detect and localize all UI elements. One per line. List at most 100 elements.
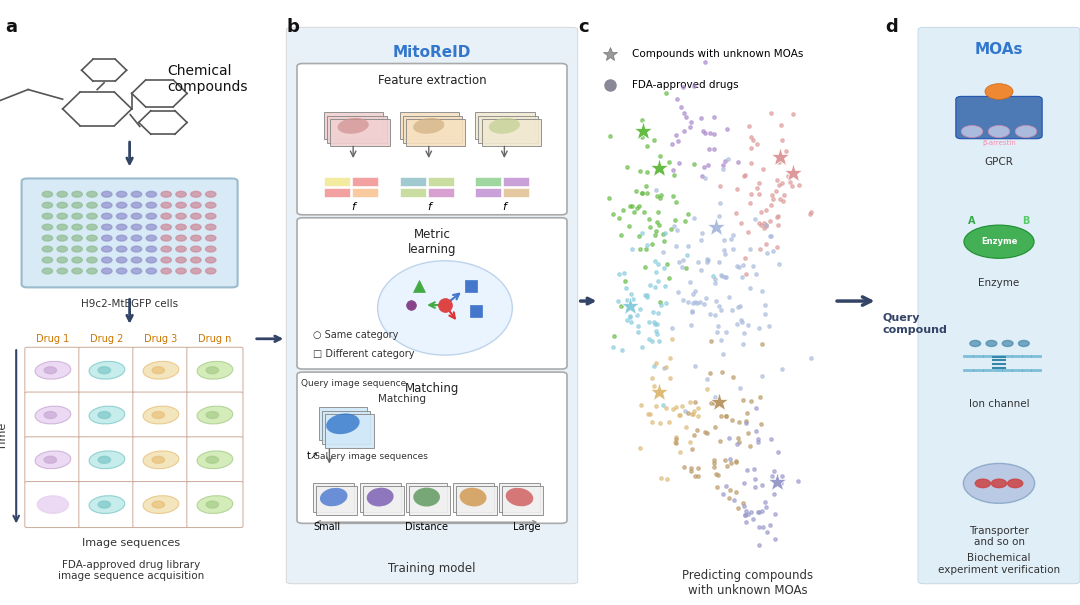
- Circle shape: [975, 479, 990, 488]
- Text: Transporter
and so on: Transporter and so on: [969, 526, 1029, 548]
- Ellipse shape: [89, 451, 125, 469]
- Text: Drug 1: Drug 1: [37, 334, 69, 344]
- Point: [657, 362, 674, 372]
- Point: [716, 157, 733, 166]
- Point: [649, 309, 666, 318]
- Circle shape: [86, 202, 97, 208]
- Point: [625, 208, 643, 217]
- Point: [762, 200, 780, 210]
- Point: [721, 454, 739, 463]
- Circle shape: [98, 411, 110, 419]
- Point: [651, 418, 669, 428]
- Text: GPCR: GPCR: [985, 157, 1013, 167]
- Point: [656, 237, 673, 246]
- Point: [656, 263, 673, 273]
- Point: [662, 224, 679, 234]
- Point: [705, 398, 723, 408]
- Circle shape: [161, 257, 172, 263]
- Ellipse shape: [89, 495, 125, 514]
- Point: [674, 255, 691, 264]
- Point: [773, 471, 791, 481]
- Circle shape: [132, 191, 141, 197]
- Circle shape: [146, 213, 157, 219]
- Point: [717, 272, 734, 282]
- Point: [654, 247, 672, 257]
- Point: [633, 132, 650, 142]
- FancyBboxPatch shape: [297, 64, 567, 215]
- Text: α: α: [970, 128, 974, 134]
- Point: [715, 165, 732, 174]
- Point: [646, 282, 663, 292]
- Point: [642, 222, 659, 232]
- Ellipse shape: [197, 361, 233, 379]
- Text: t↗: t↗: [307, 451, 319, 462]
- Circle shape: [42, 202, 53, 208]
- Point: [696, 163, 713, 172]
- Circle shape: [117, 213, 126, 219]
- Circle shape: [206, 456, 218, 463]
- Circle shape: [146, 191, 157, 197]
- Ellipse shape: [326, 413, 360, 434]
- FancyBboxPatch shape: [316, 486, 357, 515]
- Text: f: f: [502, 202, 507, 212]
- Point: [762, 434, 780, 444]
- Circle shape: [117, 191, 126, 197]
- Point: [644, 374, 661, 384]
- Point: [738, 517, 755, 526]
- Point: [651, 194, 669, 203]
- Point: [676, 462, 693, 471]
- Point: [658, 298, 675, 308]
- Circle shape: [57, 191, 67, 197]
- Point: [770, 157, 787, 167]
- Circle shape: [72, 202, 82, 208]
- Ellipse shape: [320, 488, 348, 506]
- Circle shape: [132, 268, 141, 274]
- Point: [629, 310, 646, 320]
- Point: [663, 323, 680, 333]
- Point: [758, 220, 775, 230]
- Point: [670, 287, 687, 297]
- Point: [673, 262, 690, 272]
- Point: [742, 508, 759, 517]
- FancyBboxPatch shape: [187, 437, 243, 483]
- Point: [667, 434, 685, 443]
- Point: [756, 218, 773, 228]
- Point: [741, 198, 758, 208]
- Point: [764, 191, 781, 200]
- Point: [611, 269, 629, 279]
- Circle shape: [176, 202, 186, 208]
- Text: Image sequences: Image sequences: [82, 538, 179, 549]
- FancyBboxPatch shape: [918, 27, 1080, 584]
- Point: [734, 339, 752, 349]
- Circle shape: [117, 224, 126, 230]
- Point: [679, 209, 697, 219]
- Point: [629, 203, 646, 212]
- Point: [612, 231, 630, 240]
- Point: [706, 422, 724, 431]
- Point: [694, 126, 712, 136]
- Circle shape: [86, 213, 97, 219]
- FancyBboxPatch shape: [79, 437, 135, 483]
- Point: [735, 502, 753, 511]
- Text: Enzyme: Enzyme: [981, 237, 1017, 246]
- FancyBboxPatch shape: [499, 483, 540, 512]
- Point: [691, 297, 708, 307]
- Point: [631, 166, 648, 176]
- Point: [761, 520, 779, 529]
- Point: [746, 482, 764, 492]
- Text: Time: Time: [0, 423, 8, 451]
- Point: [706, 393, 724, 402]
- Circle shape: [98, 501, 110, 508]
- Point: [663, 334, 680, 344]
- Point: [752, 244, 769, 253]
- Circle shape: [146, 257, 157, 263]
- Point: [627, 186, 645, 196]
- Point: [638, 290, 656, 299]
- FancyBboxPatch shape: [406, 119, 465, 146]
- Text: β: β: [997, 128, 1001, 134]
- Point: [609, 296, 626, 306]
- Point: [644, 336, 661, 346]
- Point: [723, 234, 740, 244]
- Circle shape: [42, 246, 53, 252]
- Point: [632, 244, 649, 254]
